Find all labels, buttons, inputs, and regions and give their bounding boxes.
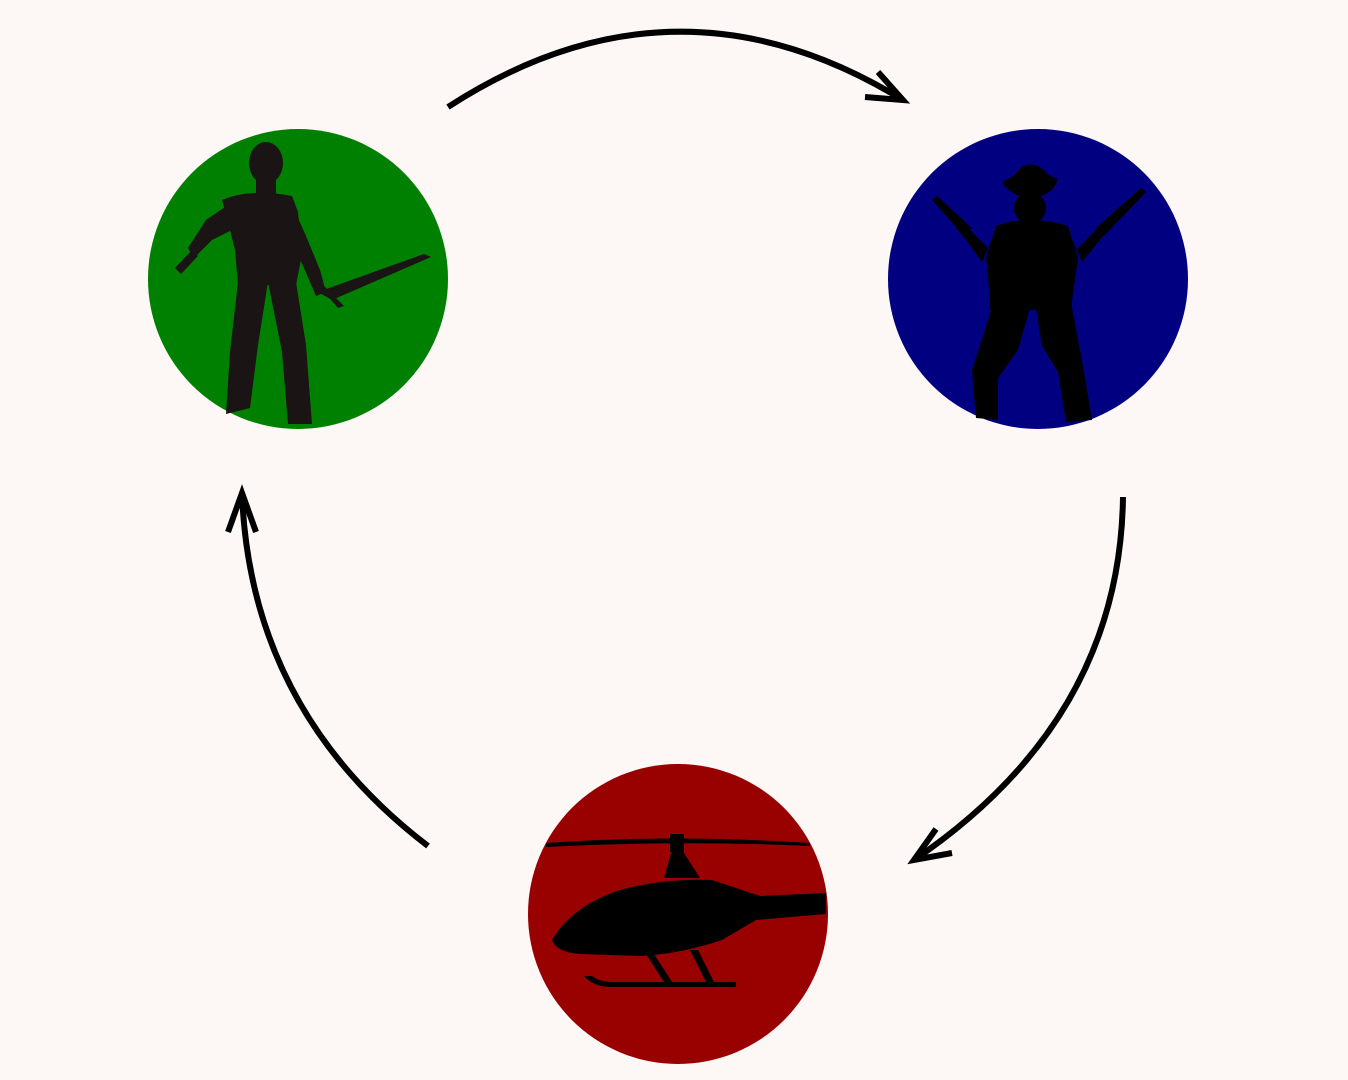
arrow-gunslinger-to-helicopter [907,496,1126,865]
arrow-swordsman-to-gunslinger [446,28,911,110]
swordsman-silhouette-icon [175,142,431,424]
arrow-helicopter-to-swordsman [225,484,430,849]
node-helicopter [528,764,828,1064]
cowboy-gunslinger-silhouette-icon [932,164,1146,422]
swordsman-circle [148,129,448,429]
node-swordsman [148,129,448,429]
helicopter-silhouette-icon [546,834,826,987]
node-gunslinger [888,129,1188,429]
